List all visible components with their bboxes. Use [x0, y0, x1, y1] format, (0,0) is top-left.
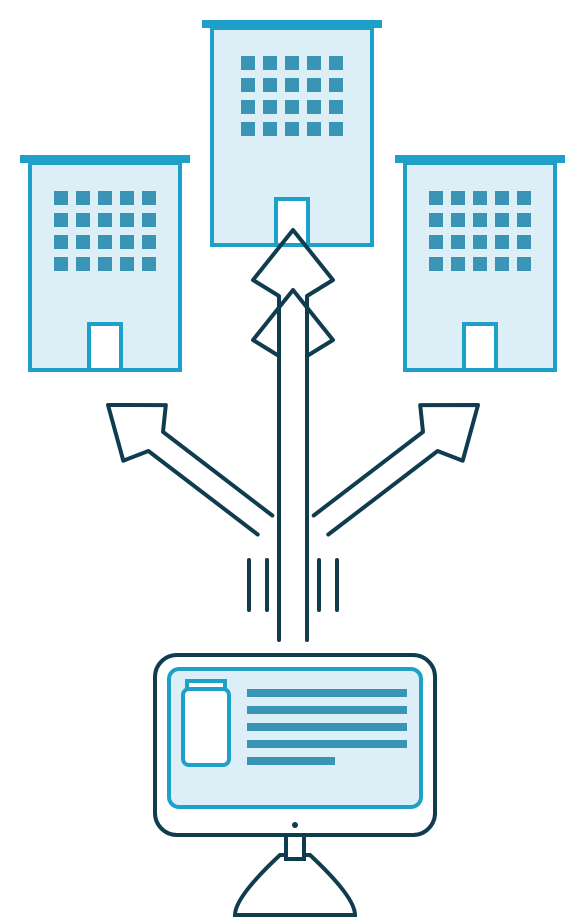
building-window — [307, 56, 321, 70]
building-window — [98, 191, 112, 205]
building-window — [473, 191, 487, 205]
building-window — [76, 191, 90, 205]
building-window — [263, 122, 277, 136]
building-window — [241, 100, 255, 114]
building-window — [120, 191, 134, 205]
building-window — [429, 257, 443, 271]
building-window — [54, 235, 68, 249]
building-window — [285, 100, 299, 114]
arrow-right — [314, 405, 478, 535]
building-window — [98, 235, 112, 249]
building-window — [142, 257, 156, 271]
building-window — [241, 122, 255, 136]
building-window — [142, 191, 156, 205]
building-window — [54, 257, 68, 271]
arrow-left — [108, 405, 272, 535]
building-window — [517, 191, 531, 205]
building-window — [285, 78, 299, 92]
building-window — [120, 213, 134, 227]
building-window — [76, 235, 90, 249]
building-window — [54, 191, 68, 205]
product-text-line — [247, 723, 407, 731]
building-window — [241, 56, 255, 70]
product-text-line — [247, 689, 407, 697]
building-window — [285, 122, 299, 136]
building-window — [429, 213, 443, 227]
building-window — [98, 257, 112, 271]
building-window — [517, 235, 531, 249]
building-door — [276, 199, 308, 245]
building-window — [451, 213, 465, 227]
product-text-line — [247, 740, 407, 748]
building-window — [120, 257, 134, 271]
building-window — [307, 78, 321, 92]
building-window — [307, 122, 321, 136]
monitor-stand — [235, 855, 355, 915]
building-window — [263, 78, 277, 92]
arrow-center-upper — [253, 230, 333, 505]
product-bottle — [183, 689, 229, 765]
building-window — [329, 100, 343, 114]
building-window — [263, 56, 277, 70]
building-window — [451, 191, 465, 205]
building-window — [76, 213, 90, 227]
building-window — [451, 235, 465, 249]
building-window — [285, 56, 299, 70]
building-window — [473, 257, 487, 271]
building-window — [76, 257, 90, 271]
building-window — [329, 78, 343, 92]
building-window — [120, 235, 134, 249]
building-window — [495, 191, 509, 205]
building-window — [142, 235, 156, 249]
distribution-diagram — [0, 0, 587, 920]
monitor — [155, 655, 435, 915]
building-right — [395, 155, 565, 370]
building-window — [263, 100, 277, 114]
building-window — [54, 213, 68, 227]
building-window — [329, 122, 343, 136]
building-door — [464, 324, 496, 370]
building-center — [202, 20, 382, 245]
building-window — [517, 213, 531, 227]
building-door — [89, 324, 121, 370]
building-window — [517, 257, 531, 271]
building-window — [142, 213, 156, 227]
building-window — [495, 235, 509, 249]
product-text-line — [247, 757, 335, 765]
building-window — [473, 235, 487, 249]
building-window — [495, 213, 509, 227]
building-window — [241, 78, 255, 92]
building-window — [329, 56, 343, 70]
product-text-line — [247, 706, 407, 714]
monitor-power-dot — [292, 822, 298, 828]
monitor-neck — [286, 835, 304, 859]
building-window — [307, 100, 321, 114]
building-window — [495, 257, 509, 271]
building-window — [451, 257, 465, 271]
building-window — [473, 213, 487, 227]
building-window — [429, 191, 443, 205]
building-window — [429, 235, 443, 249]
building-window — [98, 213, 112, 227]
building-left — [20, 155, 190, 370]
